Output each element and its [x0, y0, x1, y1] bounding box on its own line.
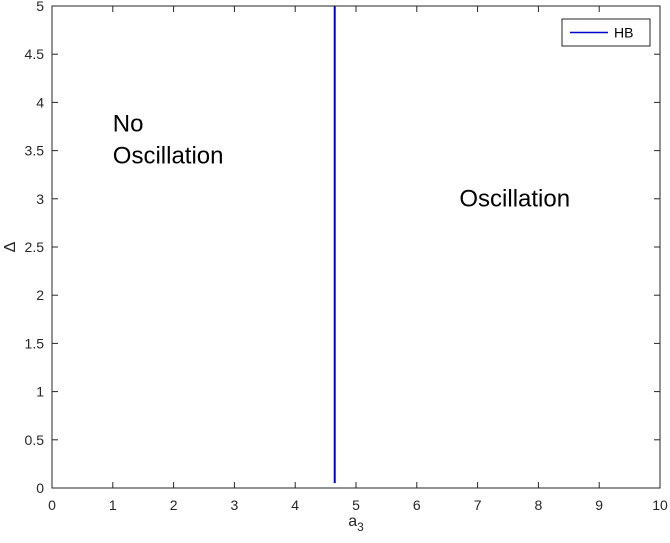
y-axis-ticks: 0 0.5 1 1.5 2 2.5 3 3.5 4 4.5 5	[25, 0, 660, 496]
x-tick-label: 10	[652, 497, 668, 513]
x-tick-label: 4	[291, 497, 299, 513]
legend-label-hb: HB	[614, 25, 633, 41]
region-label-line: Oscillation	[459, 186, 570, 213]
region-label: No Oscillation	[113, 110, 224, 169]
y-tick-label: 2	[36, 287, 44, 303]
x-tick-label: 0	[48, 497, 56, 513]
x-tick-label: 1	[109, 497, 117, 513]
x-tick-label: 8	[535, 497, 543, 513]
x-tick-label: 6	[413, 497, 421, 513]
y-axis-label: Δ	[2, 241, 19, 252]
x-axis-label-subscript: 3	[357, 520, 364, 534]
x-tick-label: 5	[352, 497, 360, 513]
legend: HB	[561, 18, 651, 47]
y-tick-label: 4	[36, 94, 44, 110]
plot-frame	[51, 5, 661, 489]
y-tick-label: 3	[36, 191, 44, 207]
y-tick-label: 0.5	[25, 432, 45, 448]
region-label: Oscillation	[459, 186, 570, 213]
y-tick-label: 1	[36, 384, 44, 400]
y-tick-label: 3.5	[25, 143, 45, 159]
x-axis-label: a3	[348, 513, 364, 534]
region-label-line: No	[113, 110, 144, 137]
x-tick-label: 9	[595, 497, 603, 513]
annotation-layer: No Oscillation Oscillation	[113, 110, 570, 212]
plot-area	[52, 6, 660, 488]
region-label-line: Oscillation	[113, 142, 224, 169]
y-tick-label: 0	[36, 480, 44, 496]
x-tick-label: 7	[474, 497, 482, 513]
x-tick-label: 2	[170, 497, 178, 513]
y-tick-label: 2.5	[25, 239, 45, 255]
x-tick-label: 3	[231, 497, 239, 513]
x-axis-label-base: a	[348, 513, 357, 530]
y-tick-label: 4.5	[25, 46, 45, 62]
x-axis-ticks: 0 1 2 3 4 5 6 7 8 9 10	[48, 6, 668, 513]
y-tick-label: 5	[36, 0, 44, 14]
y-tick-label: 1.5	[25, 335, 45, 351]
